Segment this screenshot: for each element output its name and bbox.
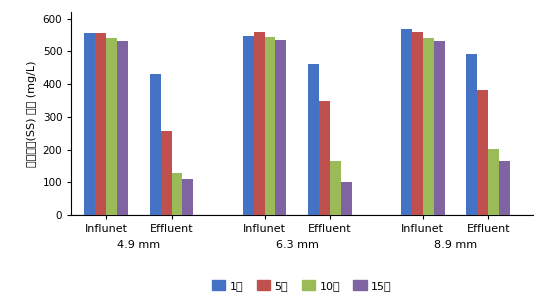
Bar bbox=[96, 33, 106, 215]
Bar bbox=[499, 161, 510, 215]
Text: 4.9 mm: 4.9 mm bbox=[117, 240, 160, 250]
Bar bbox=[182, 179, 193, 215]
Bar bbox=[467, 54, 477, 215]
Bar bbox=[341, 182, 352, 215]
Y-axis label: 부유물질(SS) 농도 (mg/L): 부유물질(SS) 농도 (mg/L) bbox=[27, 60, 37, 167]
Bar bbox=[243, 36, 254, 215]
Bar bbox=[488, 149, 499, 215]
Text: 6.3 mm: 6.3 mm bbox=[276, 240, 318, 250]
Bar bbox=[254, 32, 265, 215]
Bar bbox=[117, 42, 128, 215]
Bar bbox=[412, 32, 423, 215]
Bar bbox=[276, 40, 287, 215]
Bar bbox=[477, 90, 488, 215]
Bar bbox=[106, 38, 117, 215]
Bar bbox=[265, 36, 276, 215]
Bar bbox=[308, 64, 319, 215]
Text: 8.9 mm: 8.9 mm bbox=[434, 240, 477, 250]
Bar bbox=[434, 41, 445, 215]
Bar bbox=[85, 33, 96, 215]
Bar bbox=[330, 161, 341, 215]
Bar bbox=[161, 131, 172, 215]
Legend: 1분, 5분, 10분, 15분: 1분, 5분, 10분, 15분 bbox=[208, 275, 396, 295]
Bar bbox=[172, 173, 182, 215]
Bar bbox=[401, 29, 412, 215]
Bar bbox=[150, 74, 161, 215]
Bar bbox=[319, 100, 330, 215]
Bar bbox=[423, 38, 434, 215]
